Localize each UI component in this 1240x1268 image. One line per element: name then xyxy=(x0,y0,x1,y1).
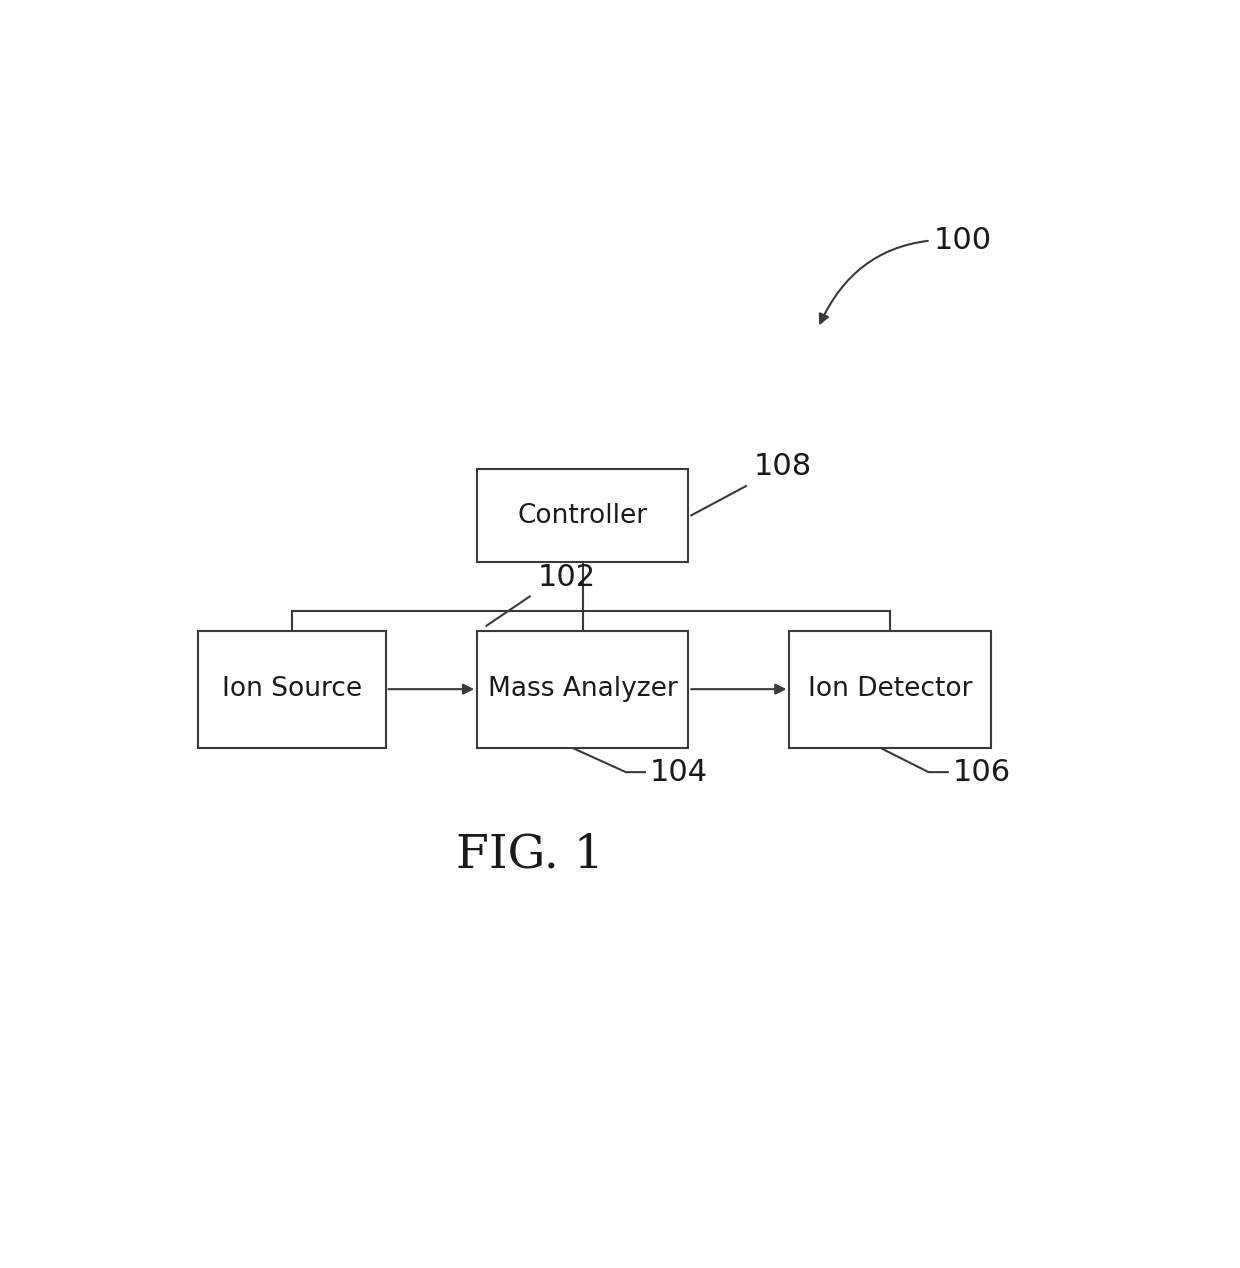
Text: Mass Analyzer: Mass Analyzer xyxy=(487,676,677,702)
Text: 106: 106 xyxy=(952,758,1011,786)
Text: Ion Detector: Ion Detector xyxy=(808,676,972,702)
Text: 100: 100 xyxy=(820,226,992,323)
Text: 104: 104 xyxy=(650,758,708,786)
Text: FIG. 1: FIG. 1 xyxy=(456,833,604,877)
Text: Ion Source: Ion Source xyxy=(222,676,362,702)
Bar xyxy=(477,630,688,748)
Text: Controller: Controller xyxy=(517,503,647,529)
Text: 102: 102 xyxy=(537,563,595,591)
Text: 108: 108 xyxy=(754,453,812,481)
Bar xyxy=(198,630,386,748)
Bar xyxy=(477,469,688,562)
Bar xyxy=(789,630,991,748)
